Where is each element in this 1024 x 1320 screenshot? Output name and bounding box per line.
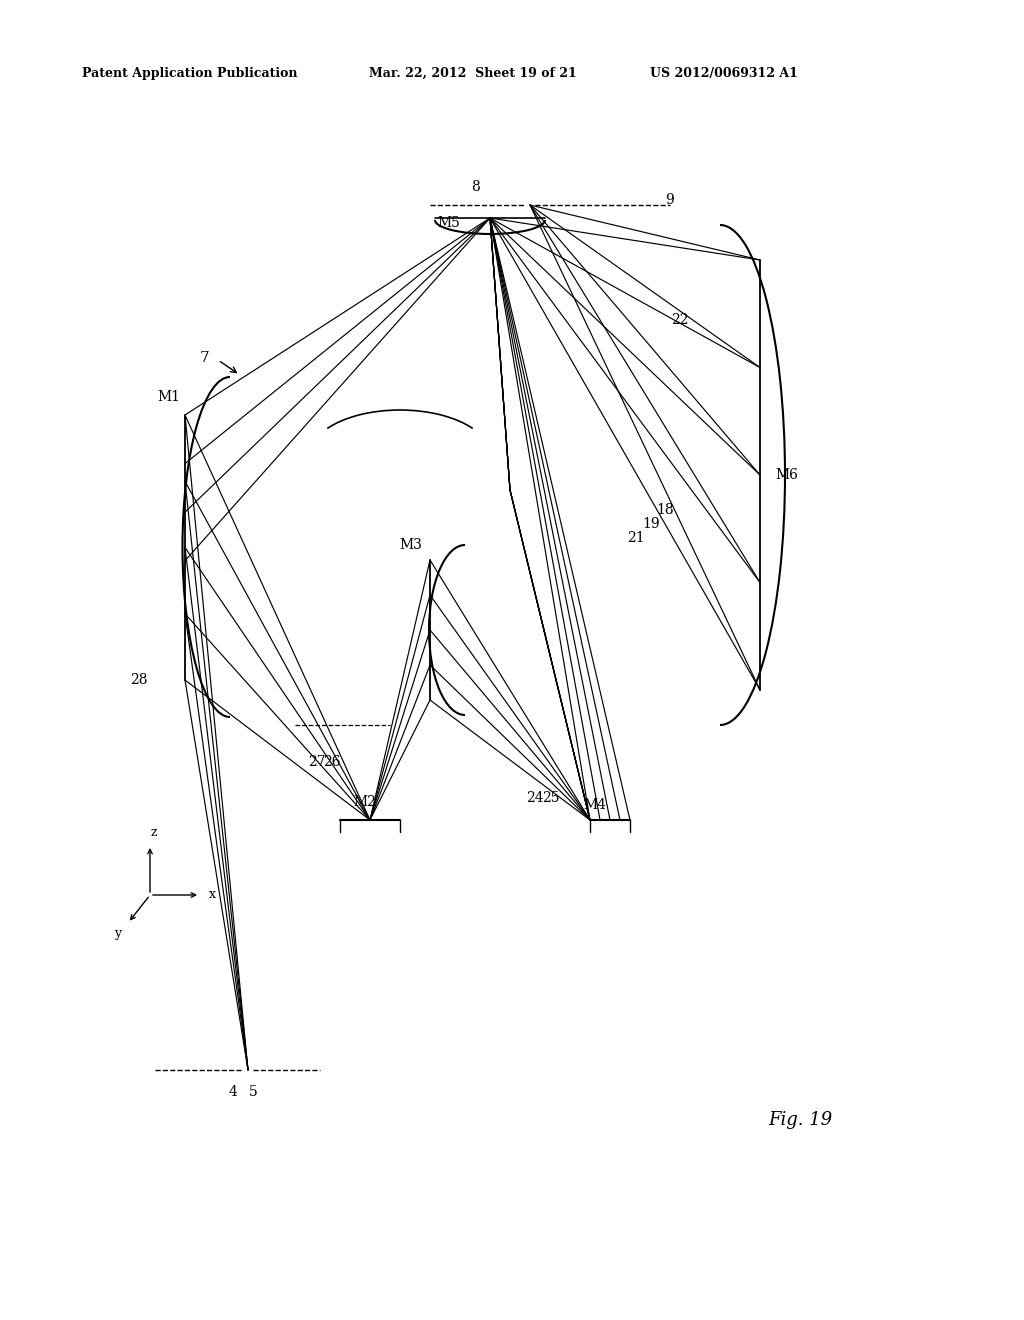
Text: 25: 25 <box>543 791 560 805</box>
Text: 5: 5 <box>249 1085 257 1100</box>
Text: 27: 27 <box>308 755 326 770</box>
Text: 22: 22 <box>672 313 689 327</box>
Text: 4: 4 <box>228 1085 238 1100</box>
Text: Fig. 19: Fig. 19 <box>768 1111 833 1129</box>
Text: 26: 26 <box>324 755 341 770</box>
Text: Mar. 22, 2012  Sheet 19 of 21: Mar. 22, 2012 Sheet 19 of 21 <box>369 66 577 79</box>
Text: 24: 24 <box>526 791 544 805</box>
Text: M6: M6 <box>775 469 798 482</box>
Text: 28: 28 <box>130 673 148 686</box>
Text: 7: 7 <box>200 351 210 366</box>
Text: 21: 21 <box>627 531 645 545</box>
Text: 18: 18 <box>656 503 674 517</box>
Text: x: x <box>209 888 215 902</box>
Text: M1: M1 <box>157 389 180 404</box>
Text: M2: M2 <box>353 795 377 809</box>
Text: 8: 8 <box>471 180 479 194</box>
Text: M5: M5 <box>437 216 460 230</box>
Text: 19: 19 <box>642 517 659 531</box>
Text: M3: M3 <box>399 539 422 552</box>
Text: y: y <box>115 927 122 940</box>
Text: z: z <box>151 826 158 840</box>
Text: 9: 9 <box>666 193 675 207</box>
Text: Patent Application Publication: Patent Application Publication <box>82 66 297 79</box>
Text: M4: M4 <box>584 799 606 812</box>
Text: US 2012/0069312 A1: US 2012/0069312 A1 <box>650 66 798 79</box>
